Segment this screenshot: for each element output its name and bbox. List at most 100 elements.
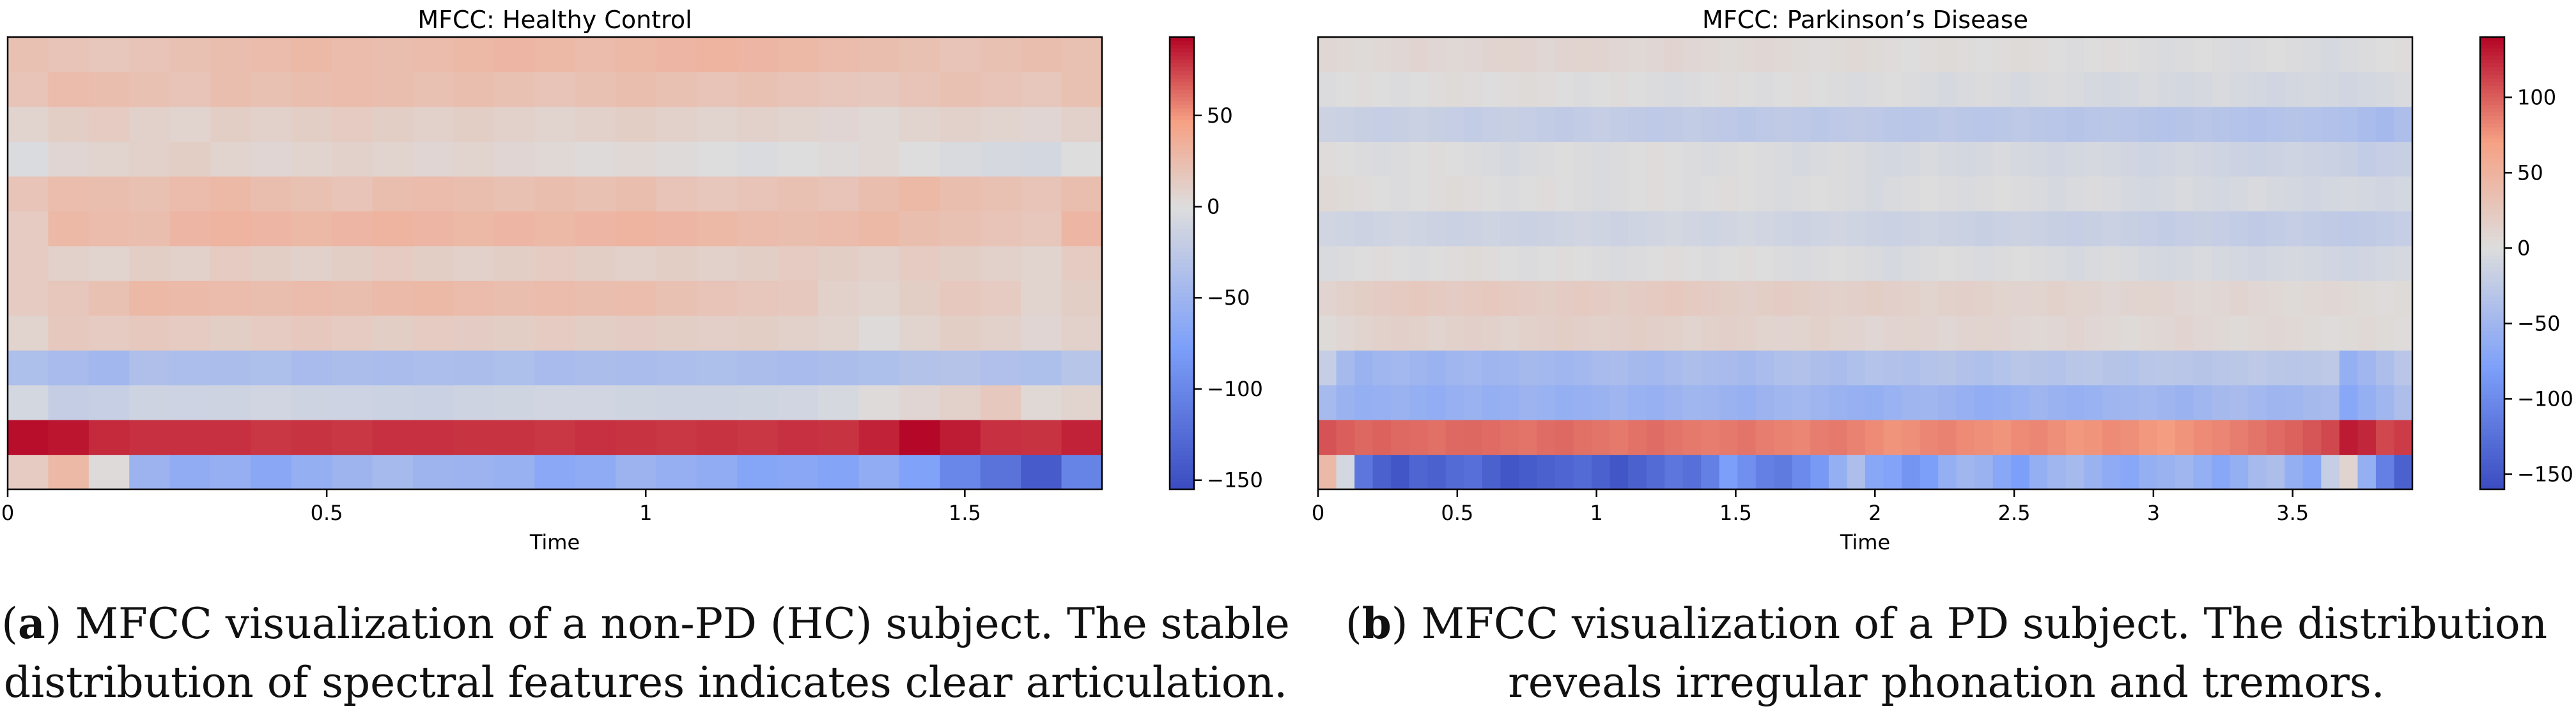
heatmap-cell [453,106,495,142]
heatmap-cell [2157,420,2176,455]
colorbar-segment [2480,184,2504,188]
heatmap-cell [940,350,981,386]
heatmap-cell [899,245,940,281]
colorbar-segment [1170,335,1194,339]
heatmap-cell [2047,211,2067,247]
heatmap-cell [575,176,616,211]
heatmap-cell [858,385,900,420]
heatmap-cell [2321,245,2340,281]
heatmap-cell [1810,211,1829,247]
heatmap-cell [1701,385,1720,420]
heatmap-cell [1555,280,1574,316]
heatmap-cell [2212,106,2231,142]
heatmap-cell [1847,420,1866,455]
heatmap-cell [1737,245,1757,281]
heatmap-cell [1318,37,1337,73]
heatmap-cell [1445,211,1464,247]
heatmap-cell [1865,72,1884,107]
colorbar-segment [2480,297,2504,301]
heatmap-cell [1737,176,1757,211]
heatmap-cell [2339,385,2358,420]
heatmap-cell [2321,280,2340,316]
heatmap-cell [696,420,738,455]
heatmap-cell [2102,176,2122,211]
heatmap-cell [1956,350,1975,386]
colorbar-segment [2480,195,2504,200]
heatmap-cell [575,420,616,455]
colorbar-segment [2480,470,2504,475]
heatmap-cell [2102,315,2122,351]
colorbar-segment [2480,342,2504,347]
heatmap-cell [1482,37,1501,73]
heatmap-cell [88,176,130,211]
heatmap-cell [129,280,171,316]
heatmap-cell [2321,420,2340,455]
heatmap-cell [858,211,900,247]
heatmap-cell [2357,350,2377,386]
heatmap-cell [1021,72,1062,107]
colorbar-segment [2480,369,2504,373]
heatmap-cell [1464,385,1483,420]
heatmap-cell [1427,106,1447,142]
colorbar-segment [2480,244,2504,249]
heatmap-cell [1391,37,1410,73]
heatmap-cell [372,141,414,177]
heatmap-cell [2065,280,2084,316]
heatmap-cell [2139,72,2158,107]
heatmap-cell [291,141,332,177]
heatmap-cell [777,72,819,107]
heatmap-cell [899,72,940,107]
heatmap-cell [2193,72,2212,107]
heatmap-cell [1810,141,1829,177]
colorbar-segment [2480,274,2504,279]
heatmap-cell [1354,211,1374,247]
heatmap-cell [2230,37,2249,73]
heatmap-cell [534,141,576,177]
colorbar-segment [1170,365,1194,369]
heatmap-cell [413,315,454,351]
heatmap-cell [2029,245,2048,281]
heatmap-cell [1427,315,1447,351]
heatmap-cell [616,315,657,351]
heatmap-cell [1902,176,1921,211]
colorbar-frame [1168,36,1195,491]
heatmap-cell [48,211,89,247]
heatmap-cell [332,211,373,247]
heatmap-cell [1354,454,1374,490]
heatmap-cell [2084,350,2103,386]
colorbar-segment [2480,387,2504,392]
heatmap-cell [1500,454,1519,490]
heatmap-cell [1920,385,1939,420]
heatmap-cell [1956,420,1975,455]
heatmap-cell [2029,315,2048,351]
heatmap-cell [2302,176,2322,211]
heatmap-cell [2321,211,2340,247]
heatmap-cell [2375,176,2395,211]
colorbar-segment [2480,123,2504,128]
heatmap-cell [1518,245,1537,281]
heatmap-cell [1701,315,1720,351]
heatmap-cell [1719,72,1738,107]
heatmap-cell [1646,315,1665,351]
colorbar-segment [1170,452,1194,456]
heatmap-cell [1354,385,1374,420]
colorbar-segment [2480,218,2504,222]
heatmap-cell [1372,72,1392,107]
heatmap-cell [777,106,819,142]
colorbar-segment [1170,135,1194,140]
heatmap-cell [48,37,89,73]
colorbar-segment [1170,210,1194,215]
heatmap-cell [2120,245,2139,281]
heatmap-cell [2175,350,2194,386]
heatmap-cell [2357,176,2377,211]
heatmap-cell [1737,37,1757,73]
heatmap-cell [1592,280,1611,316]
heatmap-cell [2394,72,2413,107]
colorbar-segment [2480,417,2504,422]
heatmap-cell [1828,211,1848,247]
colorbar-tick-label: −50 [1207,286,1250,310]
colorbar-segment [2480,361,2504,366]
heatmap-cell [1021,454,1062,490]
heatmap-cell [2102,385,2122,420]
heatmap-cell [1938,350,1957,386]
